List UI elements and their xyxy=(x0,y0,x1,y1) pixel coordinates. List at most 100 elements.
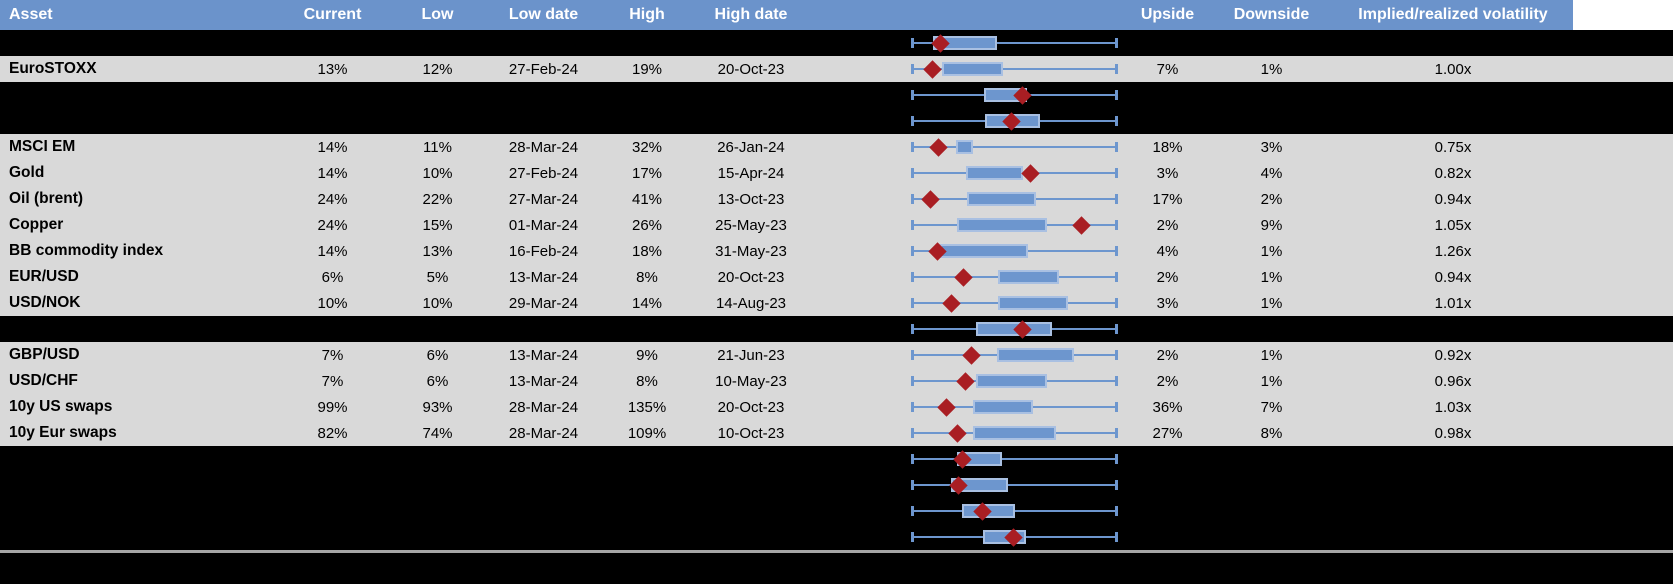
cell-current: 7% xyxy=(321,372,344,390)
boxplot xyxy=(805,316,1125,342)
cell-implied xyxy=(1333,108,1573,134)
whisker-cap-right xyxy=(1115,350,1118,360)
cell-low_date: 01-Mar-24 xyxy=(508,216,579,234)
cell-chart xyxy=(805,368,1125,394)
cell-asset xyxy=(0,30,280,56)
table-body: EuroSTOXX 13% 12% 27-Feb-24 19% 20-Oct-23 7% 1%… xyxy=(0,30,1673,550)
cell-high_date xyxy=(697,82,805,108)
cell-current: 14% xyxy=(317,138,348,156)
whisker-cap-left xyxy=(911,428,914,438)
table-row: USD/CHF 7% 6% 13-Mar-24 8% 10-May-23 2% 1% 0.96x xyxy=(0,368,1673,394)
cell-low: 6% xyxy=(426,372,449,390)
cell-upside xyxy=(1125,82,1210,108)
cell-low: 12% xyxy=(422,60,453,78)
cell-high xyxy=(597,316,697,342)
cell-implied xyxy=(1333,446,1573,472)
cell-low_date: 27-Feb-24 xyxy=(508,60,579,78)
cell-chart xyxy=(805,56,1125,82)
cell-upside: 3% xyxy=(1156,164,1179,182)
cell-asset: BB commodity index xyxy=(9,242,164,259)
cell-downside: 1% xyxy=(1260,294,1283,312)
whisker-cap-right xyxy=(1115,116,1118,126)
table-row: GBP/USD 7% 6% 13-Mar-24 9% 21-Jun-23 2% 1% 0.92x xyxy=(0,342,1673,368)
table-row: BB commodity index 14% 13% 16-Feb-24 18% 31-M… xyxy=(0,238,1673,264)
cell-implied xyxy=(1333,524,1573,550)
boxplot xyxy=(805,30,1125,56)
cell-current: 7% xyxy=(321,346,344,364)
spacer-row xyxy=(0,498,1673,524)
current-marker-diamond xyxy=(953,267,973,287)
whisker-cap-left xyxy=(911,402,914,412)
cell-high: 135% xyxy=(627,398,667,416)
cell-low: 6% xyxy=(426,346,449,364)
cell-downside xyxy=(1210,82,1333,108)
whisker-cap-left xyxy=(911,90,914,100)
cell-implied: 1.03x xyxy=(1434,398,1472,416)
whisker-cap-left xyxy=(911,324,914,334)
whisker-cap-left xyxy=(911,194,914,204)
whisker-line xyxy=(912,146,1117,148)
cell-current xyxy=(280,472,385,498)
cell-low_date xyxy=(490,30,597,56)
range-box xyxy=(998,270,1059,284)
cell-high: 8% xyxy=(636,372,658,390)
row-trailing-blank xyxy=(1573,212,1673,238)
row-trailing-blank xyxy=(1573,186,1673,212)
table-row: Copper 24% 15% 01-Mar-24 26% 25-May-23 2% 9% 1.0… xyxy=(0,212,1673,238)
cell-upside xyxy=(1125,108,1210,134)
cell-implied xyxy=(1333,472,1573,498)
boxplot xyxy=(805,134,1125,160)
cell-chart xyxy=(805,134,1125,160)
whisker-cap-right xyxy=(1115,272,1118,282)
cell-asset: 10y Eur swaps xyxy=(9,424,117,441)
spacer-row xyxy=(0,524,1673,550)
whisker-cap-right xyxy=(1115,38,1118,48)
cell-asset xyxy=(0,472,280,498)
range-box xyxy=(973,400,1033,414)
cell-upside: 36% xyxy=(1152,398,1183,416)
cell-chart xyxy=(805,498,1125,524)
cell-upside xyxy=(1125,498,1210,524)
cell-downside xyxy=(1210,446,1333,472)
whisker-cap-left xyxy=(911,246,914,256)
table-row: 10y Eur swaps 82% 74% 28-Mar-24 109% 10-Oct-2… xyxy=(0,420,1673,446)
cell-asset: GBP/USD xyxy=(9,346,80,363)
boxplot xyxy=(805,238,1125,264)
cell-low: 13% xyxy=(422,242,453,260)
whisker-cap-right xyxy=(1115,428,1118,438)
whisker-cap-right xyxy=(1115,64,1118,74)
whisker-cap-right xyxy=(1115,454,1118,464)
boxplot xyxy=(805,342,1125,368)
cell-low_date xyxy=(490,472,597,498)
cell-low: 11% xyxy=(423,138,452,156)
cell-high_date xyxy=(697,446,805,472)
cell-low_date: 28-Mar-24 xyxy=(508,424,579,442)
cell-high_date: 13-Oct-23 xyxy=(717,190,785,208)
cell-upside xyxy=(1125,30,1210,56)
range-box xyxy=(956,140,974,154)
cell-implied: 0.94x xyxy=(1434,190,1472,208)
whisker-cap-right xyxy=(1115,90,1118,100)
cell-high_date: 10-Oct-23 xyxy=(717,424,785,442)
cell-implied xyxy=(1333,498,1573,524)
whisker-cap-right xyxy=(1115,376,1118,386)
cell-chart xyxy=(805,420,1125,446)
cell-low: 10% xyxy=(422,294,453,312)
range-box xyxy=(975,374,1048,388)
cell-downside xyxy=(1210,472,1333,498)
cell-current: 6% xyxy=(321,268,344,286)
cell-upside xyxy=(1125,472,1210,498)
table-row: MSCI EM 14% 11% 28-Mar-24 32% 26-Jan-24 18% 3% 0… xyxy=(0,134,1673,160)
cell-high_date xyxy=(697,472,805,498)
cell-current: 14% xyxy=(317,164,348,182)
column-header-low: Low xyxy=(421,6,454,23)
cell-asset: USD/NOK xyxy=(9,294,81,311)
cell-low xyxy=(385,316,490,342)
cell-asset: MSCI EM xyxy=(9,138,76,155)
whisker-cap-left xyxy=(911,142,914,152)
cell-low xyxy=(385,524,490,550)
range-box xyxy=(998,296,1068,310)
row-trailing-blank xyxy=(1573,238,1673,264)
whisker-cap-left xyxy=(911,532,914,542)
cell-downside xyxy=(1210,108,1333,134)
